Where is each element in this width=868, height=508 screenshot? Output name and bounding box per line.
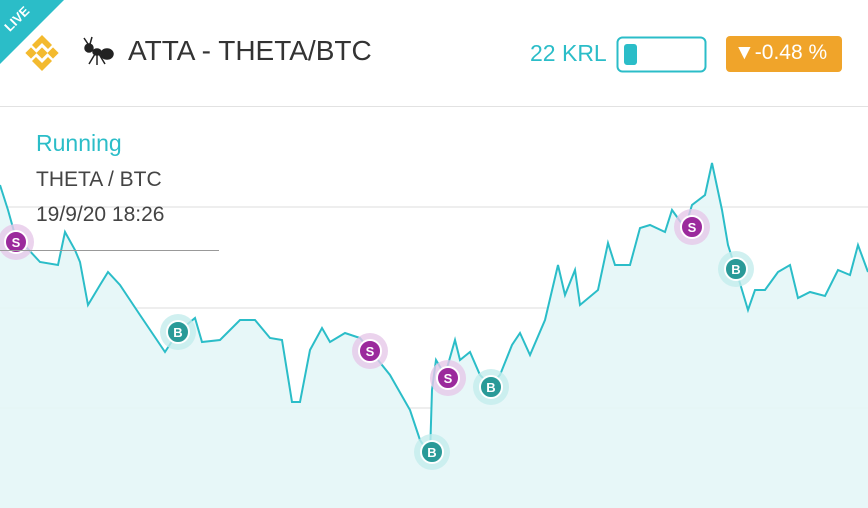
sell-marker: S <box>430 360 466 396</box>
header-bg <box>0 0 868 106</box>
sell-marker: S <box>674 209 710 245</box>
balance: 22 KRL <box>530 40 607 66</box>
sell-marker: S <box>352 333 388 369</box>
price-line <box>0 162 868 459</box>
marker-dot <box>724 257 748 281</box>
marker-label: B <box>427 445 436 460</box>
timestamp: 19/9/20 18:26 <box>36 203 165 226</box>
marker-label: S <box>12 235 21 250</box>
pair-title: ATTA - THETA/BTC <box>128 35 372 66</box>
buy-marker: B <box>718 251 754 287</box>
marker-dot <box>4 230 28 254</box>
marker-label: B <box>731 262 740 277</box>
marker-dot <box>166 320 190 344</box>
progress-fill <box>624 44 637 65</box>
marker-label: B <box>173 325 182 340</box>
marker-dot <box>420 440 444 464</box>
exchange-logo <box>25 35 59 71</box>
buy-marker: B <box>473 369 509 405</box>
buy-marker: B <box>414 434 450 470</box>
pair: THETA / BTC <box>36 168 162 191</box>
marker-dot <box>680 215 704 239</box>
marker-label: B <box>486 380 495 395</box>
ant-icon <box>83 36 114 65</box>
marker-dot <box>479 375 503 399</box>
live-ribbon <box>0 0 64 64</box>
marker-dot <box>436 366 460 390</box>
marker-dot <box>358 339 382 363</box>
marker-label: S <box>444 371 453 386</box>
change: ▼-0.48 % <box>734 41 828 64</box>
progress-box <box>616 36 707 73</box>
marker-label: S <box>366 344 375 359</box>
price-area <box>0 163 868 508</box>
change-badge <box>726 36 842 72</box>
marker-label: S <box>688 220 697 235</box>
buy-marker: B <box>160 314 196 350</box>
status: Running <box>36 130 122 156</box>
